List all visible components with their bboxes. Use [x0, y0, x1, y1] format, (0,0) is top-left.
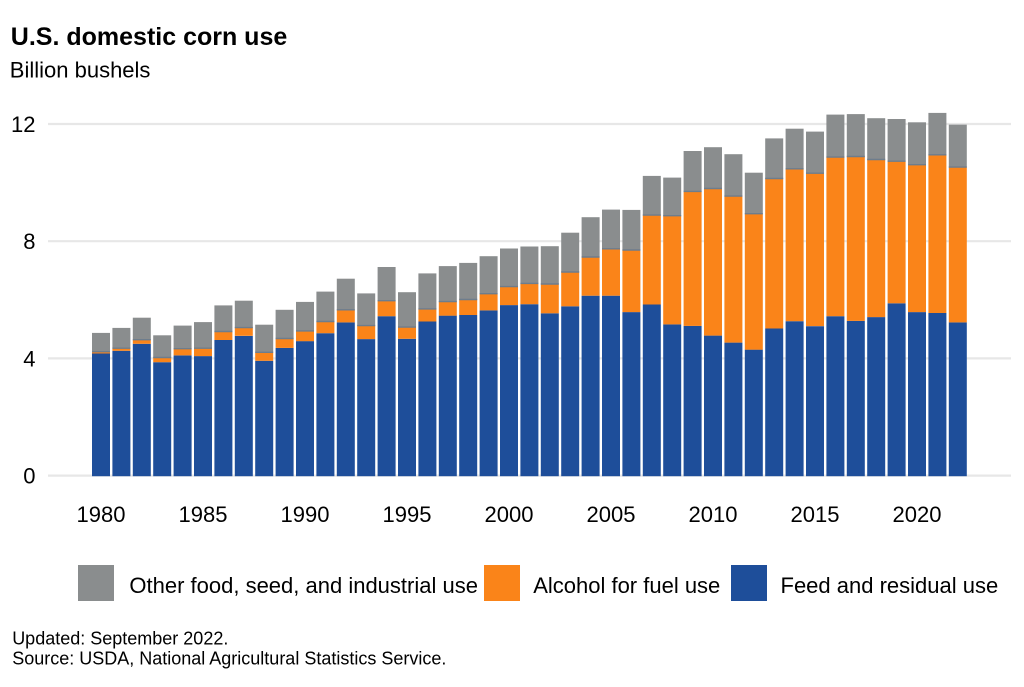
svg-text:1980: 1980 [77, 502, 126, 527]
svg-text:Feed and residual use: Feed and residual use [781, 573, 999, 598]
svg-text:Updated: September 2022.: Updated: September 2022. [12, 628, 228, 648]
svg-text:2005: 2005 [587, 502, 636, 527]
svg-text:U.S. domestic corn use: U.S. domestic corn use [11, 23, 288, 51]
svg-text:2020: 2020 [893, 502, 942, 527]
svg-text:Source: USDA, National Agricul: Source: USDA, National Agricultural Stat… [12, 649, 446, 669]
svg-text:2015: 2015 [791, 502, 840, 527]
svg-text:2000: 2000 [485, 502, 534, 527]
svg-text:8: 8 [23, 229, 35, 254]
svg-text:2010: 2010 [689, 502, 738, 527]
svg-text:Other food, seed, and industri: Other food, seed, and industrial use [129, 573, 478, 598]
svg-text:1985: 1985 [179, 502, 228, 527]
svg-text:12: 12 [11, 112, 35, 137]
svg-text:Alcohol for fuel use: Alcohol for fuel use [533, 573, 720, 598]
svg-text:Billion bushels: Billion bushels [10, 57, 151, 82]
svg-text:0: 0 [23, 464, 35, 489]
svg-text:4: 4 [23, 346, 35, 371]
svg-text:1990: 1990 [281, 502, 330, 527]
svg-text:1995: 1995 [383, 502, 432, 527]
